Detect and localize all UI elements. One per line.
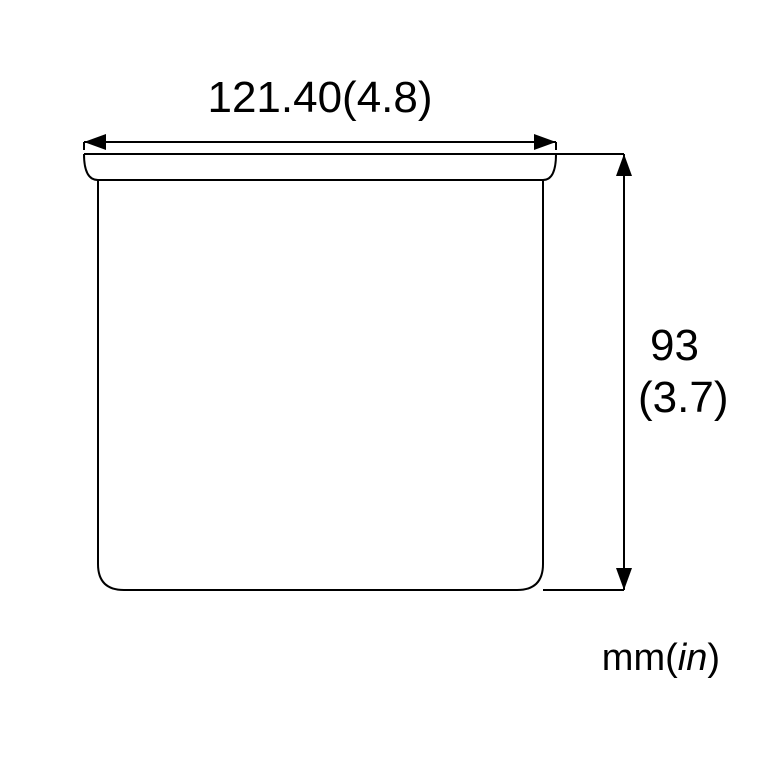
container-body xyxy=(98,180,543,590)
units-label: mm(in) xyxy=(602,637,720,679)
height-dimension-label-1: 93 xyxy=(650,321,699,370)
dimension-drawing: 121.40(4.8) 93 (3.7) mm(in) xyxy=(0,0,768,768)
width-dimension-label: 121.40(4.8) xyxy=(207,73,432,122)
width-dimension-line xyxy=(84,134,556,150)
height-dimension-label-2: (3.7) xyxy=(638,373,728,422)
container-lip xyxy=(84,154,556,180)
height-dimension-line xyxy=(543,154,632,590)
